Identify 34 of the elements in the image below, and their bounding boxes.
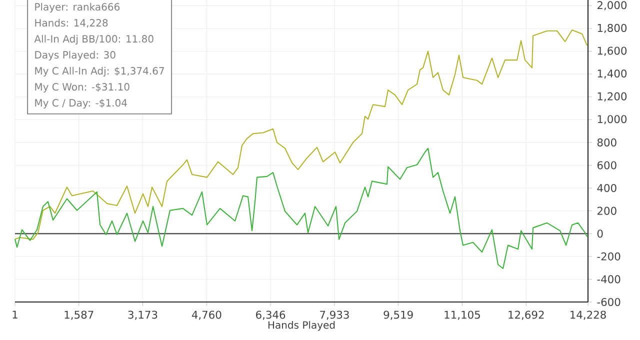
y-tick-label: -600 bbox=[597, 298, 620, 306]
x-tick-label: 14,228 bbox=[570, 310, 606, 320]
line-series bbox=[14, 29, 588, 240]
annotation: My C Won: -$31.10 bbox=[35, 82, 130, 93]
y-tick-label: 2,000 bbox=[597, 1, 627, 10]
y-tick-label: -400 bbox=[597, 275, 620, 284]
x-tick-label: 4,760 bbox=[192, 310, 222, 320]
x-tick-label: 9,519 bbox=[384, 310, 413, 320]
y-tick-label: 0 bbox=[597, 230, 603, 238]
y-tick-label: 1,200 bbox=[598, 92, 627, 102]
y-tick-label: 600 bbox=[597, 161, 616, 170]
annotation: Hands: 14,228 bbox=[35, 18, 108, 28]
y-tick-label: 1,400 bbox=[598, 69, 627, 79]
annotation: Player: ranka666 bbox=[35, 2, 120, 13]
x-tick-label: 12,692 bbox=[508, 310, 544, 320]
y-tick-label: 800 bbox=[597, 138, 616, 146]
annotation: My C / Day: -$1.04 bbox=[35, 98, 127, 109]
x-tick-label: 1,587 bbox=[64, 310, 94, 320]
y-tick-label: -200 bbox=[597, 252, 620, 260]
y-tick-label: 1,600 bbox=[598, 46, 627, 56]
y-tick-label: 1,000 bbox=[598, 115, 627, 124]
annotation: All-In Adj BB/100: 11.80 bbox=[34, 34, 154, 45]
x-tick-label: 3,173 bbox=[128, 310, 158, 320]
x-tick-label: 11,105 bbox=[444, 310, 480, 320]
x-tick-label: 6,346 bbox=[256, 310, 286, 320]
x-tick-label: 1 bbox=[12, 310, 18, 318]
annotation: My C All-In Adj: $1,374.67 bbox=[35, 66, 164, 77]
annotation: Days Played: 30 bbox=[35, 50, 116, 61]
x-tick-label: 7,933 bbox=[320, 310, 349, 320]
y-tick-label: 400 bbox=[597, 184, 616, 192]
y-tick-label: 1,800 bbox=[598, 24, 627, 34]
y-tick-label: 200 bbox=[597, 206, 616, 215]
line-series bbox=[14, 148, 588, 270]
x-axis-title: Hands Played bbox=[268, 321, 335, 331]
